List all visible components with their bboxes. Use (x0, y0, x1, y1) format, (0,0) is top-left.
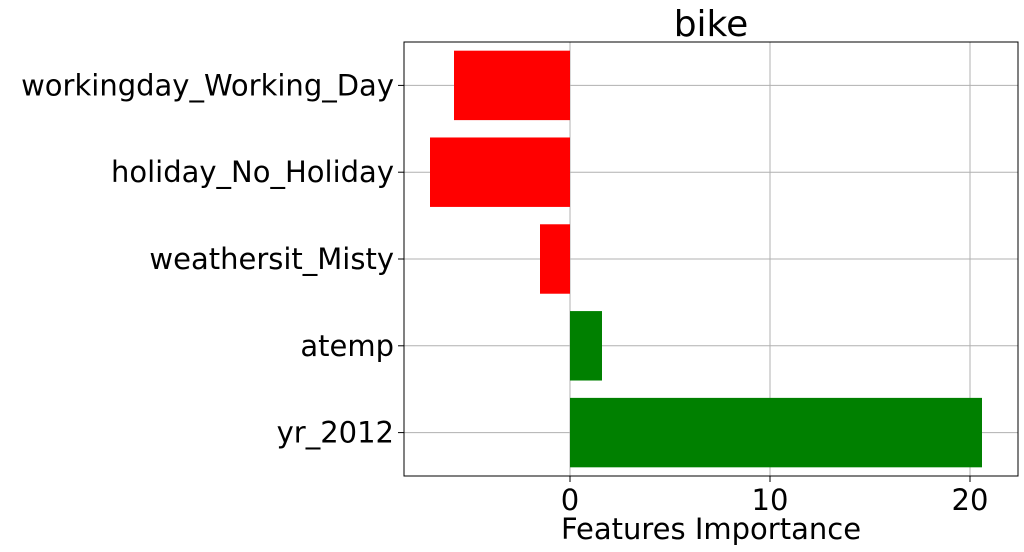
x-axis-label: Features Importance (561, 512, 861, 546)
y-tick-label: atemp (300, 329, 394, 363)
y-tick-label: weathersit_Misty (149, 242, 394, 276)
x-tick-label: 0 (561, 483, 579, 517)
y-tick-labels: workingday_Working_Day holiday_No_Holiday… (21, 68, 404, 450)
bar-holiday-no-holiday (430, 137, 570, 207)
y-tick-label: yr_2012 (277, 416, 394, 450)
chart-title: bike (674, 4, 749, 45)
bar-atemp (570, 311, 602, 381)
x-tick-label: 20 (952, 483, 989, 517)
x-tick-labels: 0 10 20 (561, 476, 989, 517)
bars (430, 50, 982, 468)
x-tick-label: 10 (752, 483, 789, 517)
bar-weathersit-misty (540, 224, 570, 294)
bar-workingday-working-day (454, 50, 570, 121)
y-tick-label: workingday_Working_Day (21, 68, 394, 102)
bar-yr-2012 (570, 397, 982, 468)
y-tick-label: holiday_No_Holiday (111, 155, 394, 189)
